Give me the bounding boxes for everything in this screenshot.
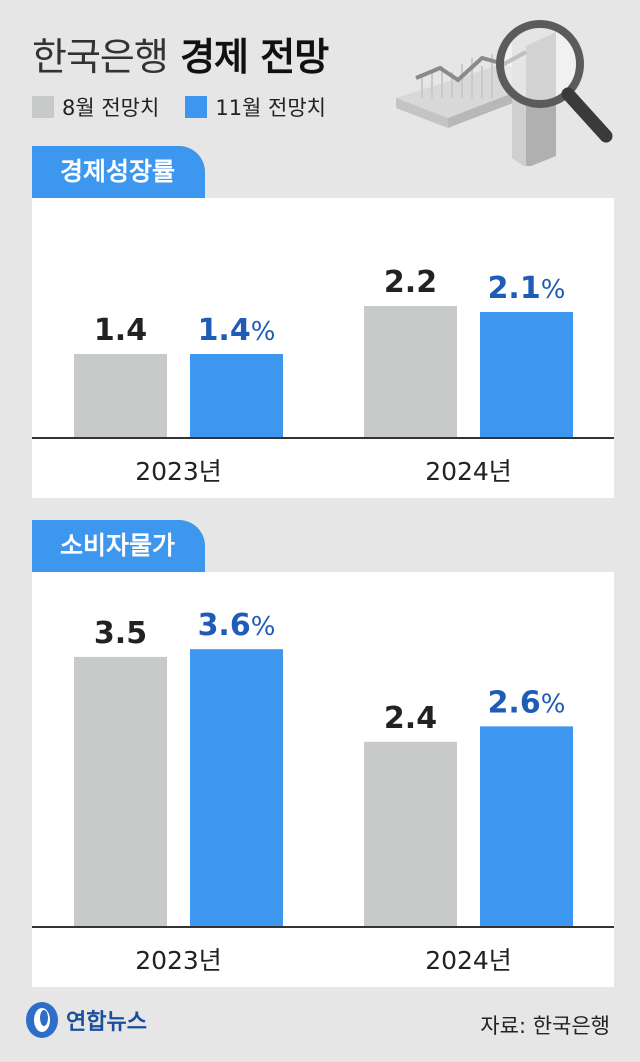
title-light: 한국은행 [32,35,169,79]
page-title: 한국은행 경제 전망 [32,26,329,81]
bar-chart-svg: 1.4 1.4% 2023년 2.2 2.1% 2024년 [32,265,614,486]
bar-aug-0 [74,656,167,927]
section-label-gdp: 경제성장률 [32,146,206,198]
data-label-unit: % [541,275,566,305]
category-label-1: 2024년 [425,946,512,975]
title-bold: 경제 전망 [180,35,329,79]
data-label-unit: % [251,612,276,642]
chart-panel-cpi: 3.5 3.6% 2023년 2.4 2.6% 2024년 [32,572,614,987]
logo-text: 연합뉴스 [66,1010,147,1035]
bar-chart-svg: 3.5 3.6% 2023년 2.4 2.6% 2024년 [32,608,614,975]
data-label-aug-0: 1.4 [94,313,147,348]
legend-label-aug: 8월 전망치 [62,96,160,120]
data-label-nov-0: 1.4% [198,313,276,348]
bar-nov-0 [190,354,283,438]
bar-aug-1 [364,741,457,927]
category-label-0: 2023년 [135,457,222,486]
bar-nov-1 [480,726,573,927]
bar-aug-1 [364,306,457,438]
legend-item-aug: 8월 전망치 [32,92,159,122]
legend: 8월 전망치 11월 전망치 [32,92,326,122]
yonhap-logo-icon [26,1002,58,1038]
data-label-nov-1: 2.1% [488,271,566,306]
data-label-aug-1: 2.2 [384,265,437,300]
logo: 연합뉴스 [24,1000,147,1040]
data-label-nov-1: 2.6% [488,685,566,720]
data-label-aug-1: 2.4 [384,701,437,736]
section-label-cpi: 소비자물가 [32,520,206,572]
data-label-nov-0: 3.6% [198,608,276,643]
chart-panel-gdp: 1.4 1.4% 2023년 2.2 2.1% 2024년 [32,198,614,498]
bar-nov-0 [190,649,283,927]
category-label-1: 2024년 [425,457,512,486]
data-label-aug-0: 3.5 [94,616,147,651]
magnifier-chart-illustration [396,20,613,166]
legend-label-nov: 11월 전망치 [215,96,327,120]
category-label-0: 2023년 [135,946,222,975]
legend-item-nov: 11월 전망치 [185,92,326,122]
bar-nov-1 [480,312,573,438]
legend-swatch-nov [185,96,208,118]
data-label-unit: % [251,317,276,347]
legend-swatch-aug [32,96,54,118]
data-label-unit: % [541,689,566,719]
bar-aug-0 [74,354,167,438]
source-text: 자료: 한국은행 [480,1014,610,1038]
